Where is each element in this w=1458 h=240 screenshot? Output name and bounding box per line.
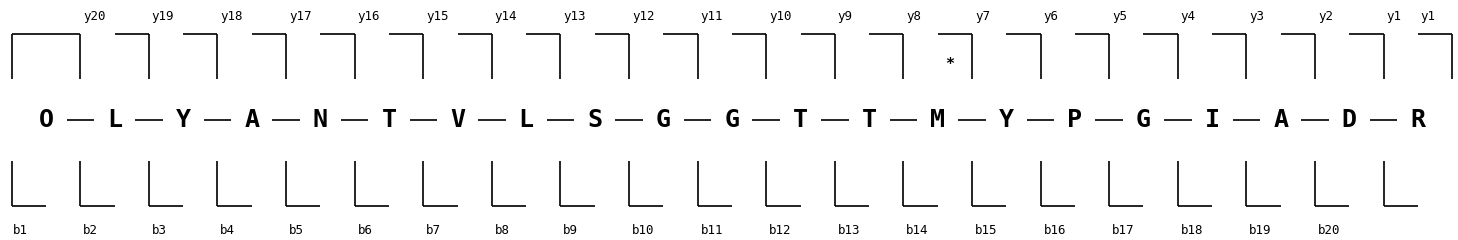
Text: y1: y1	[1387, 10, 1401, 23]
Text: Y: Y	[175, 108, 191, 132]
Text: b17: b17	[1112, 224, 1134, 237]
Text: R: R	[1410, 108, 1426, 132]
Text: P: P	[1067, 108, 1082, 132]
Text: b13: b13	[838, 224, 860, 237]
Text: *: *	[945, 57, 955, 72]
Text: A: A	[1273, 108, 1289, 132]
Text: A: A	[245, 108, 260, 132]
Text: b7: b7	[426, 224, 442, 237]
Text: D: D	[1341, 108, 1357, 132]
Text: y15: y15	[426, 10, 449, 23]
Text: b20: b20	[1318, 224, 1340, 237]
Text: y10: y10	[770, 10, 792, 23]
Text: y3: y3	[1250, 10, 1264, 23]
Text: b1: b1	[13, 224, 28, 237]
Text: G: G	[725, 108, 739, 132]
Text: y11: y11	[700, 10, 723, 23]
Text: y17: y17	[289, 10, 312, 23]
Text: G: G	[656, 108, 671, 132]
Text: M: M	[930, 108, 945, 132]
Text: b15: b15	[975, 224, 997, 237]
Text: I: I	[1204, 108, 1219, 132]
Text: y16: y16	[357, 10, 381, 23]
Text: b5: b5	[289, 224, 303, 237]
Text: Y: Y	[999, 108, 1013, 132]
Text: y7: y7	[975, 10, 990, 23]
Text: y13: y13	[563, 10, 586, 23]
Text: y9: y9	[838, 10, 853, 23]
Text: y18: y18	[220, 10, 243, 23]
Text: b16: b16	[1044, 224, 1066, 237]
Text: y1: y1	[1420, 10, 1436, 23]
Text: y6: y6	[1044, 10, 1059, 23]
Text: O: O	[38, 108, 54, 132]
Text: G: G	[1136, 108, 1150, 132]
Text: b11: b11	[700, 224, 723, 237]
Text: L: L	[106, 108, 122, 132]
Text: b9: b9	[563, 224, 579, 237]
Text: b4: b4	[220, 224, 235, 237]
Text: y19: y19	[152, 10, 175, 23]
Text: b6: b6	[357, 224, 373, 237]
Text: T: T	[793, 108, 808, 132]
Text: y8: y8	[907, 10, 921, 23]
Text: b12: b12	[770, 224, 792, 237]
Text: L: L	[519, 108, 534, 132]
Text: b3: b3	[152, 224, 166, 237]
Text: T: T	[382, 108, 397, 132]
Text: y14: y14	[494, 10, 518, 23]
Text: S: S	[588, 108, 602, 132]
Text: y4: y4	[1181, 10, 1196, 23]
Text: b14: b14	[907, 224, 929, 237]
Text: b19: b19	[1250, 224, 1271, 237]
Text: y5: y5	[1112, 10, 1127, 23]
Text: b10: b10	[631, 224, 655, 237]
Text: y20: y20	[83, 10, 105, 23]
Text: y2: y2	[1318, 10, 1333, 23]
Text: b18: b18	[1181, 224, 1203, 237]
Text: b2: b2	[83, 224, 98, 237]
Text: N: N	[313, 108, 328, 132]
Text: b8: b8	[494, 224, 510, 237]
Text: y12: y12	[631, 10, 655, 23]
Text: V: V	[451, 108, 465, 132]
Text: T: T	[862, 108, 876, 132]
